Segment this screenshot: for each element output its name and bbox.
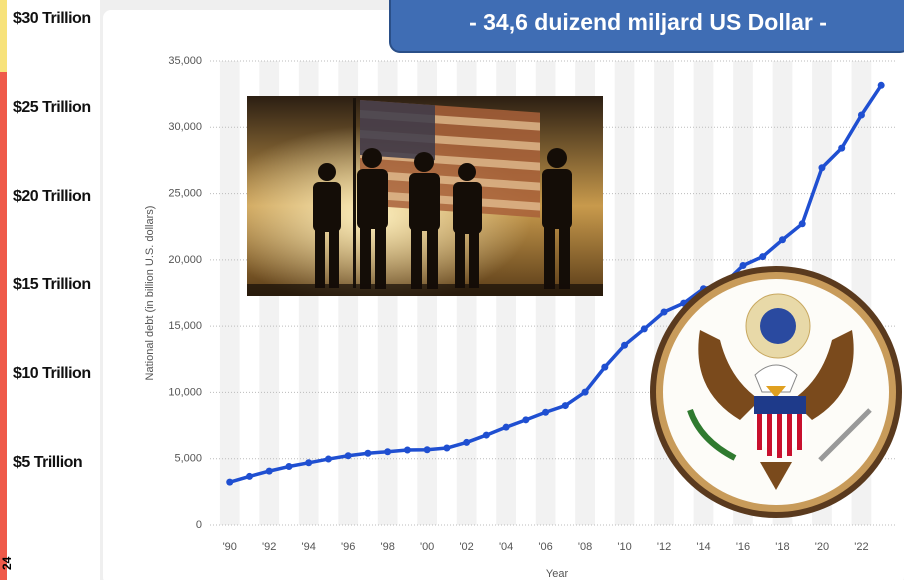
point [344, 452, 352, 460]
point [877, 81, 885, 89]
x-tick-label: '16 [736, 541, 750, 553]
point [838, 144, 846, 152]
point [384, 448, 392, 456]
x-axis-label: Year [546, 568, 569, 580]
side-label: $15 Trillion [13, 276, 91, 293]
x-tick-label: '08 [578, 541, 592, 553]
point [482, 431, 490, 439]
x-tick-label: '10 [617, 541, 631, 553]
point [739, 262, 747, 270]
side-panel [0, 0, 100, 580]
point [502, 423, 510, 431]
point [305, 459, 313, 467]
corner-label: 24 [0, 556, 14, 570]
y-tick-label: 30,000 [168, 121, 202, 133]
point [364, 449, 372, 457]
x-tick-label: '90 [223, 541, 237, 553]
point [463, 438, 471, 446]
x-tick-label: '12 [657, 541, 671, 553]
point [423, 446, 431, 454]
y-tick-label: 35,000 [168, 55, 202, 67]
x-tick-label: '18 [775, 541, 789, 553]
x-tick-label: '02 [459, 541, 473, 553]
point [226, 478, 234, 486]
point [542, 408, 550, 416]
y-tick-label: 0 [196, 519, 202, 531]
point [403, 446, 411, 454]
y-tick-label: 10,000 [168, 386, 202, 398]
point [778, 236, 786, 244]
point [640, 325, 648, 333]
point [522, 416, 530, 424]
point [798, 220, 806, 228]
point [443, 444, 451, 452]
side-label: $25 Trillion [13, 99, 91, 116]
point [857, 111, 865, 119]
seal [650, 266, 902, 518]
x-tick-label: '06 [538, 541, 552, 553]
side-bar-top [0, 0, 7, 72]
photo [247, 96, 603, 296]
x-tick-label: '20 [815, 541, 829, 553]
x-tick-label: '98 [380, 541, 394, 553]
side-label: $10 Trillion [13, 365, 91, 382]
side-label: $30 Trillion [13, 10, 91, 27]
side-bar [0, 72, 7, 580]
side-label: $5 Trillion [13, 454, 82, 471]
y-tick-label: 25,000 [168, 187, 202, 199]
y-axis-label: National debt (in billion U.S. dollars) [144, 206, 156, 381]
x-tick-label: '96 [341, 541, 355, 553]
x-tick-label: '22 [854, 541, 868, 553]
point [324, 455, 332, 463]
point [245, 472, 253, 480]
point [621, 341, 629, 349]
point [581, 388, 589, 396]
point [601, 363, 609, 371]
point [265, 467, 273, 475]
line [229, 84, 883, 484]
x-band [614, 61, 635, 525]
point [285, 463, 293, 471]
x-band [219, 61, 240, 525]
x-tick-label: '14 [696, 541, 710, 553]
side-label: $20 Trillion [13, 188, 91, 205]
y-tick-label: 5,000 [174, 453, 202, 465]
point [561, 402, 569, 410]
x-tick-label: '92 [262, 541, 276, 553]
point [818, 164, 826, 172]
banner: - 34,6 duizend miljard US Dollar - [469, 9, 827, 35]
y-tick-label: 15,000 [168, 320, 202, 332]
x-tick-label: '04 [499, 541, 513, 553]
y-tick-label: 20,000 [168, 254, 202, 266]
banner-box: - 34,6 duizend miljard US Dollar - [389, 0, 904, 53]
point [660, 308, 668, 316]
point [759, 253, 767, 261]
x-tick-label: '00 [420, 541, 434, 553]
x-tick-label: '94 [302, 541, 316, 553]
